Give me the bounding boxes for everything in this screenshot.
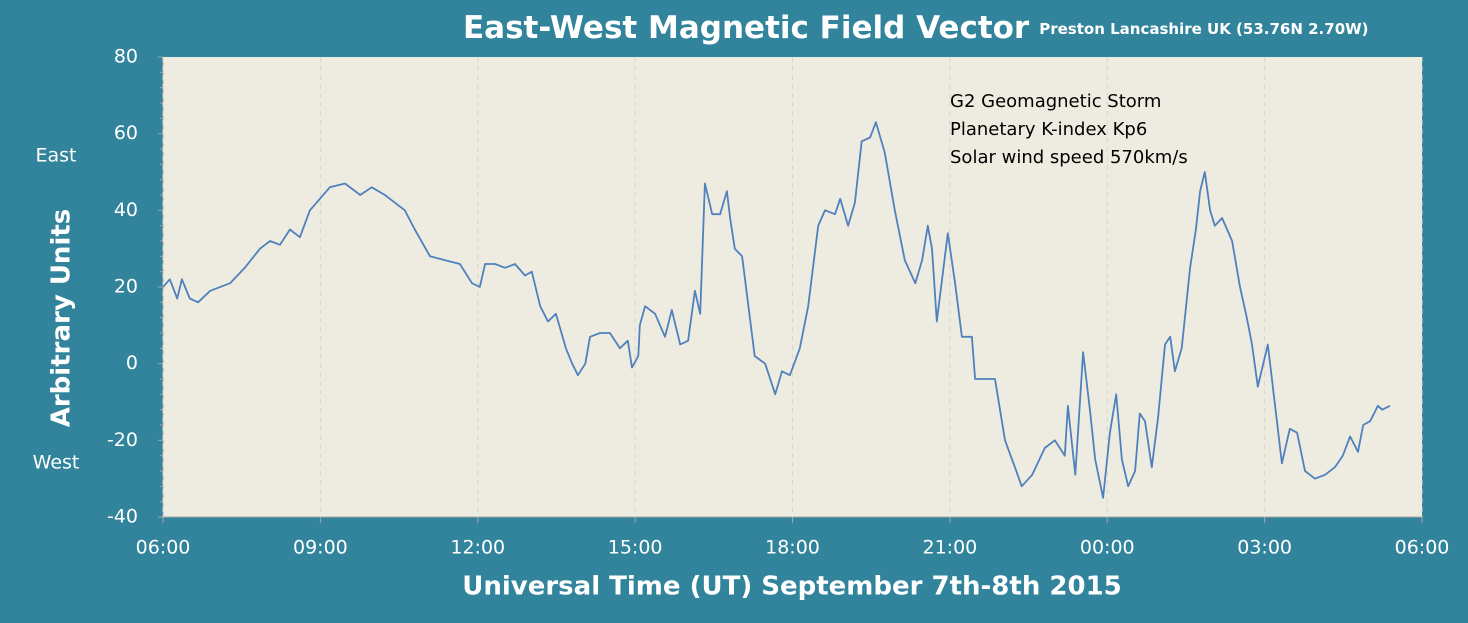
annotation: Solar wind speed 570km/s [950, 147, 1188, 168]
y-tick-label: -20 [107, 429, 138, 451]
west-label: West [33, 452, 80, 474]
data-line [162, 121, 1391, 499]
x-axis-title: Universal Time (UT) September 7th-8th 20… [462, 572, 1122, 602]
x-tick-label: 15:00 [608, 537, 663, 559]
x-tick-label: 06:00 [136, 537, 191, 559]
y-tick-label: 80 [114, 46, 138, 68]
annotation: G2 Geomagnetic Storm [950, 91, 1161, 112]
x-tick-label: 09:00 [293, 537, 348, 559]
x-tick-label: 21:00 [922, 537, 977, 559]
x-tick-label: 12:00 [450, 537, 505, 559]
y-tick-label: 40 [114, 199, 138, 221]
x-tick-label: 06:00 [1395, 537, 1450, 559]
y-tick-label: 60 [114, 122, 138, 144]
y-tick-label: -40 [107, 506, 138, 528]
chart-title: East-West Magnetic Field Vector Preston L… [463, 10, 1369, 46]
x-tick-label: 03:00 [1237, 537, 1292, 559]
title: East-West Magnetic Field Vector [463, 10, 1030, 46]
y-tick-label: 20 [114, 276, 138, 298]
x-tick-label: 00:00 [1080, 537, 1135, 559]
y-axis-title: Arbitrary Units [47, 209, 77, 428]
east-label: East [36, 145, 77, 167]
y-tick-label: 0 [126, 352, 138, 374]
annotation: Planetary K-index Kp6 [950, 119, 1147, 140]
subtitle: Preston Lancashire UK (53.76N 2.70W) [1039, 20, 1368, 38]
x-tick-label: 18:00 [765, 537, 820, 559]
